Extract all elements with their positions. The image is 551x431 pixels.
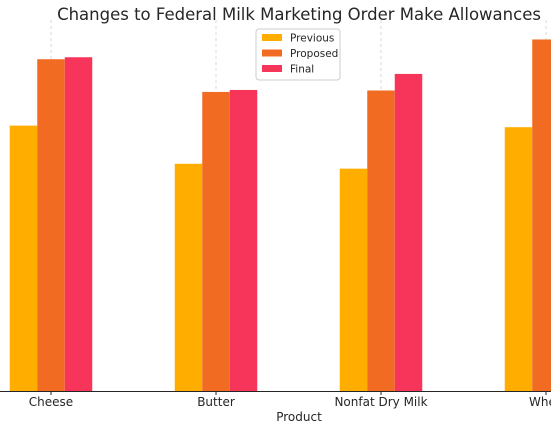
bar-proposed-nonfat-dry-milk (367, 90, 395, 392)
chart-title: Changes to Federal Milk Marketing Order … (57, 5, 541, 24)
legend-swatch-previous (262, 34, 282, 41)
bar-proposed-cheese (37, 59, 65, 391)
bar-final-cheese (64, 57, 93, 392)
tick-layer: Cheese Butter Nonfat Dry Milk Whey (29, 391, 551, 409)
x-axis-label: Product (276, 410, 322, 424)
legend-swatch-proposed (262, 49, 282, 57)
x-tick-label-cheese: Cheese (29, 395, 73, 409)
bar-final-nonfat-dry-milk (394, 73, 423, 392)
x-tick-label-butter: Butter (197, 395, 235, 409)
legend-swatch-final (262, 65, 282, 72)
bar-final-butter (229, 89, 258, 392)
bar-layer (9, 39, 551, 392)
bar-proposed-whey (532, 39, 551, 391)
legend-label-previous: Previous (290, 33, 334, 45)
legend-label-proposed: Proposed (290, 48, 338, 60)
legend-label-final: Final (290, 64, 314, 76)
bar-previous-cheese (9, 125, 38, 391)
legend: Previous Proposed Final (255, 28, 341, 81)
x-tick-label-whey: Whey (529, 395, 551, 409)
bar-previous-butter (174, 163, 203, 391)
bar-previous-whey (504, 127, 533, 391)
bar-previous-nonfat-dry-milk (339, 168, 368, 391)
bar-proposed-butter (202, 91, 230, 391)
x-tick-label-nonfat-dry-milk: Nonfat Dry Milk (334, 395, 427, 409)
